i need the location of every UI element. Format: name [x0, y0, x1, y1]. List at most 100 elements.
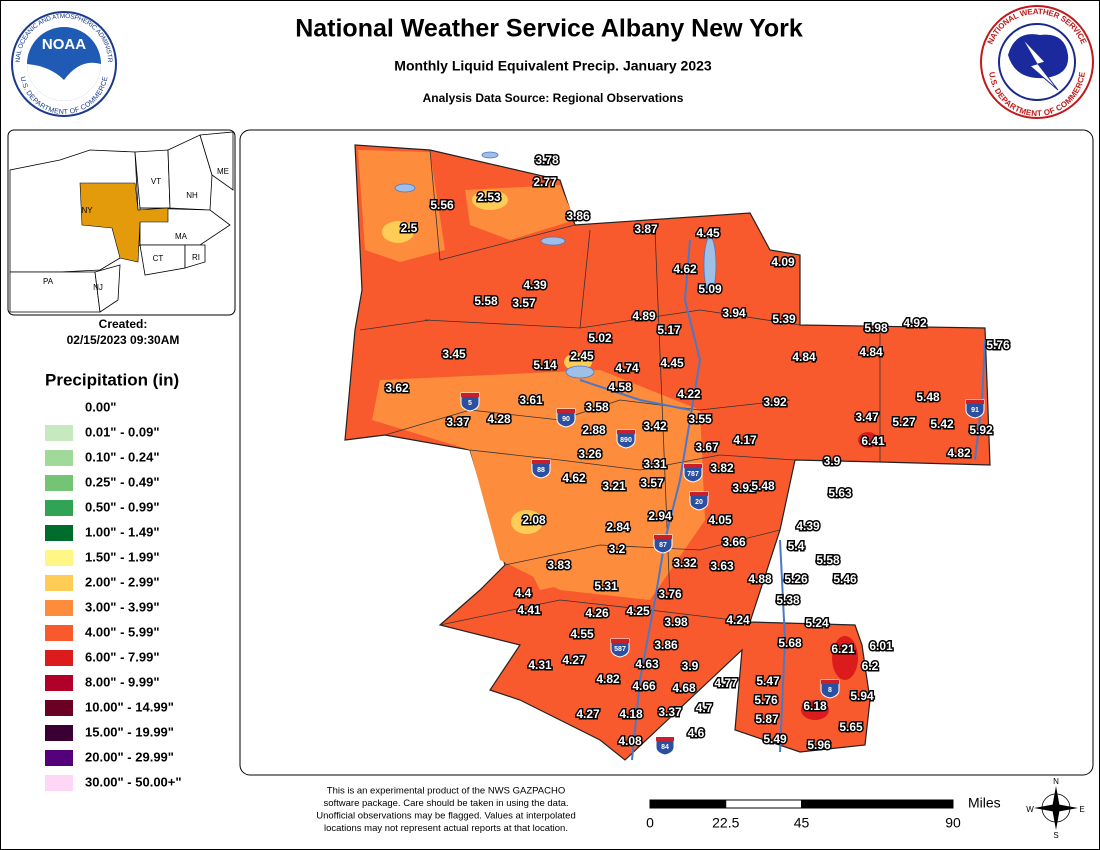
compass-label: W	[1026, 805, 1034, 814]
shield-band	[821, 680, 839, 684]
inset-state-label: NH	[186, 191, 198, 200]
zone-3in	[358, 150, 445, 262]
zone-2in	[511, 510, 543, 534]
subtitle: Monthly Liquid Equivalent Precip. Januar…	[394, 58, 712, 74]
legend-label: 2.00" - 2.99"	[85, 574, 159, 589]
lakes	[394, 151, 717, 379]
shield	[556, 408, 576, 428]
zone-6in	[832, 636, 858, 680]
station-value: 3.82	[710, 461, 734, 475]
scale-segment	[725, 799, 802, 809]
station-value: 4.22	[677, 387, 701, 401]
inset-state-label: PA	[43, 277, 54, 286]
station-value: 4.31	[528, 658, 552, 672]
station-value: 5.26	[784, 572, 808, 586]
station-value: 3.92	[732, 481, 756, 495]
station-value: 5.98	[864, 321, 888, 335]
station-value: 4.84	[859, 345, 883, 359]
station-value: 4.41	[517, 603, 541, 617]
legend-label: 6.00" - 7.99"	[85, 649, 159, 664]
station-value: 2.94	[648, 509, 672, 523]
map-base	[344, 144, 991, 761]
zone-6in	[801, 700, 829, 720]
station-value: 3.86	[654, 638, 678, 652]
station-value: 5.48	[751, 479, 775, 493]
legend-swatch	[45, 425, 73, 441]
legend-label: 0.25" - 0.49"	[85, 474, 159, 489]
station-value: 4.08	[618, 734, 642, 748]
station-value: 5.09	[698, 282, 722, 296]
legend-label: 10.00" - 14.99"	[85, 699, 174, 714]
station-value: 5.76	[754, 693, 778, 707]
state-pa	[9, 271, 101, 313]
station-value: 5.02	[588, 331, 612, 345]
station-value: 4.24	[726, 613, 750, 627]
disclaimer-line: Unofficial observations may be flagged. …	[316, 811, 575, 822]
shield-band	[690, 492, 708, 496]
shield	[655, 736, 675, 756]
state-nj	[94, 264, 121, 313]
station-value: 3.9	[682, 659, 699, 673]
station-value: 5.87	[755, 712, 779, 726]
station-value: 4.63	[635, 657, 659, 671]
station-value: 5.38	[776, 593, 800, 607]
shield-number: 587	[614, 646, 626, 653]
station-value: 4.25	[626, 604, 650, 618]
inset-state-label: VT	[151, 177, 161, 186]
legend-label: 0.50" - 0.99"	[85, 499, 159, 514]
station-value: 4.6	[688, 726, 705, 740]
shield-number: 91	[971, 407, 979, 414]
legend-label: 0.00"	[85, 399, 116, 414]
legend-swatch	[45, 475, 73, 491]
station-value: 2.53	[477, 190, 501, 204]
compass: N E S W	[1026, 777, 1084, 840]
source: Analysis Data Source: Regional Observati…	[423, 91, 684, 105]
station-value: 3.45	[442, 347, 466, 361]
station-value: 3.57	[640, 476, 664, 490]
inset-state-label: NJ	[93, 283, 103, 292]
station-value: 5.24	[805, 616, 829, 630]
inset-states	[9, 131, 234, 313]
nws-logo: NATIONAL WEATHER SERVICE U.S. DEPARTMENT…	[980, 5, 1094, 119]
station-value: 4.77	[714, 676, 738, 690]
highway-shields: 5 90 890 88 787 20 87 91 8 587 84	[460, 392, 985, 756]
station-value: 2.08	[522, 513, 546, 527]
state-me	[199, 131, 234, 191]
scale-bar: Miles 0 22.5 45 90	[646, 795, 1001, 831]
station-value: 3.32	[673, 556, 697, 570]
legend-swatch	[45, 500, 73, 516]
scale-tick-label: 90	[945, 815, 961, 831]
county-lines	[359, 149, 881, 626]
station-value: 3.98	[664, 615, 688, 629]
station-value: 2.45	[570, 349, 594, 363]
station-value: 4.84	[792, 350, 816, 364]
legend-swatch	[45, 700, 73, 716]
station-value: 3.55	[688, 412, 712, 426]
shield-band	[656, 737, 674, 741]
station-value: 4.18	[619, 707, 643, 721]
station-value: 5.58	[816, 553, 840, 567]
station-value: 3.83	[547, 558, 571, 572]
station-values: 3.782.775.562.533.862.5 3.87 4.454.094.624…	[384, 152, 1012, 754]
legend-swatch	[45, 450, 73, 466]
station-value: 4.39	[796, 519, 820, 533]
station-value: 4.39	[523, 278, 547, 292]
inset-state-label: RI	[192, 253, 200, 262]
shield	[689, 491, 709, 511]
station-value: 5.76	[986, 338, 1010, 352]
station-value: 4.82	[596, 672, 620, 686]
shield-number: 890	[620, 437, 632, 444]
shield-band	[617, 430, 635, 434]
legend-swatch	[45, 625, 73, 641]
station-value: 4.89	[632, 309, 656, 323]
legend-swatch	[45, 725, 73, 741]
scale-segment	[649, 799, 727, 809]
station-value: 5.96	[807, 738, 831, 752]
zone-3in	[520, 545, 610, 590]
station-value: 3.26	[578, 447, 602, 461]
shield	[610, 638, 630, 658]
station-value: 3.76	[658, 587, 682, 601]
station-value: 5.39	[772, 312, 796, 326]
station-value: 3.66	[722, 535, 746, 549]
